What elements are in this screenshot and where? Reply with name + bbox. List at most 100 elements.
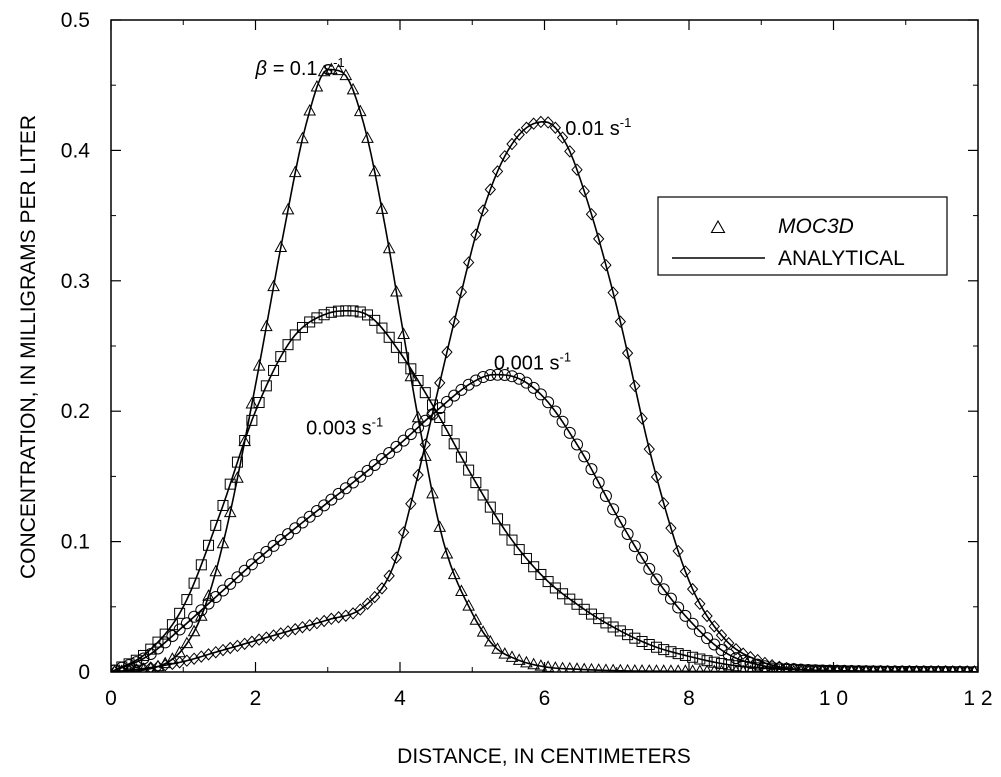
diamond-marker <box>434 376 446 390</box>
circle-marker <box>672 601 685 614</box>
triangle-marker <box>556 661 569 672</box>
triangle-marker <box>267 279 280 292</box>
diamond-marker <box>607 286 619 299</box>
curve-label: 0.01 s-1 <box>565 115 631 140</box>
triangle-marker <box>187 624 201 637</box>
triangle-marker <box>382 241 396 254</box>
triangle-marker <box>601 663 611 672</box>
diamond-marker <box>499 149 511 163</box>
circle-marker <box>347 476 360 489</box>
circle-marker <box>253 552 266 565</box>
circle-marker <box>715 644 728 657</box>
circle-marker <box>368 458 381 471</box>
square-marker <box>369 314 381 326</box>
diamond-marker <box>166 657 179 671</box>
diamond-marker <box>520 121 533 134</box>
circle-marker <box>571 438 584 451</box>
diamond-marker <box>304 618 316 632</box>
square-marker <box>687 651 699 663</box>
triangle-marker <box>375 202 389 214</box>
legend-triangle-symbol <box>710 219 726 234</box>
circle-marker <box>260 545 273 558</box>
circle-marker <box>484 368 497 381</box>
triangle-marker <box>615 663 625 672</box>
x-tick-label: 6 <box>539 687 551 710</box>
circle-marker <box>542 396 555 409</box>
square-marker <box>282 339 294 351</box>
triangle-marker <box>695 664 705 672</box>
square-marker <box>658 644 670 656</box>
square-marker <box>347 305 359 317</box>
circle-marker <box>426 408 439 421</box>
circle-marker <box>491 368 504 381</box>
circle-marker <box>195 604 208 617</box>
circle-marker <box>664 592 677 605</box>
square-marker <box>260 380 272 392</box>
y-axis-ticks: 0 0.1 0.2 0.3 0.4 0.5 <box>61 9 978 684</box>
diamond-marker <box>311 616 323 630</box>
square-marker <box>354 306 366 318</box>
diamond-marker <box>448 315 460 328</box>
diamond-marker <box>600 258 612 272</box>
square-marker <box>376 322 388 334</box>
series-layer <box>111 62 978 672</box>
square-marker <box>650 641 662 653</box>
circle-marker <box>354 470 367 483</box>
circle-marker <box>209 591 222 604</box>
diamond-marker <box>231 639 244 653</box>
diamond-marker <box>730 642 742 656</box>
diamond-marker <box>318 614 330 628</box>
triangle-marker <box>469 613 483 625</box>
x-tick-label: 4 <box>394 687 406 710</box>
square-marker <box>325 306 337 318</box>
square-marker <box>665 646 677 658</box>
diamond-marker <box>325 612 338 626</box>
circle-marker <box>534 388 547 401</box>
triangle-marker <box>245 396 259 409</box>
square-marker <box>542 576 554 588</box>
y-tick-label: 0.3 <box>61 270 90 293</box>
square-marker <box>672 648 684 660</box>
triangle-marker <box>209 564 223 577</box>
square-marker <box>181 594 193 606</box>
circle-marker <box>159 636 172 649</box>
triangle-marker <box>202 589 215 601</box>
circle-marker <box>527 381 540 394</box>
diamond-marker <box>744 650 757 664</box>
diamond-marker <box>347 607 359 620</box>
diamond-marker <box>614 315 627 328</box>
triangle-marker <box>231 471 244 483</box>
x-tick-label: 2 <box>250 687 262 710</box>
triangle-marker <box>426 486 439 499</box>
diamond-marker <box>701 609 713 623</box>
triangle-marker <box>303 104 317 116</box>
square-marker <box>246 414 258 426</box>
diamond-marker <box>802 663 814 672</box>
diamond-marker <box>217 643 229 657</box>
circle-marker <box>751 658 764 671</box>
circle-marker <box>274 533 287 546</box>
triangle-marker <box>579 662 590 672</box>
triangle-marker <box>608 663 618 672</box>
legend-label-moc3d: MOC3D <box>778 215 854 238</box>
triangle-marker <box>593 663 604 672</box>
diamond-marker <box>267 629 280 642</box>
circle-marker <box>513 372 526 385</box>
triangle-marker <box>512 653 526 665</box>
triangle-marker <box>564 661 576 672</box>
circle-marker <box>679 609 692 622</box>
square-marker <box>622 629 634 641</box>
triangle-marker <box>549 661 562 672</box>
curve-label-value: 0.001 s <box>494 352 560 374</box>
triangle-marker <box>710 664 719 672</box>
circle-marker <box>390 440 403 453</box>
square-marker <box>412 375 424 387</box>
triangle-marker <box>180 636 194 649</box>
curve-label-superscript: -1 <box>560 349 572 364</box>
diamond-marker <box>723 636 735 650</box>
triangle-marker <box>447 567 461 580</box>
square-marker <box>253 397 265 409</box>
diamond-marker <box>390 551 403 564</box>
diamond-marker <box>369 590 381 604</box>
